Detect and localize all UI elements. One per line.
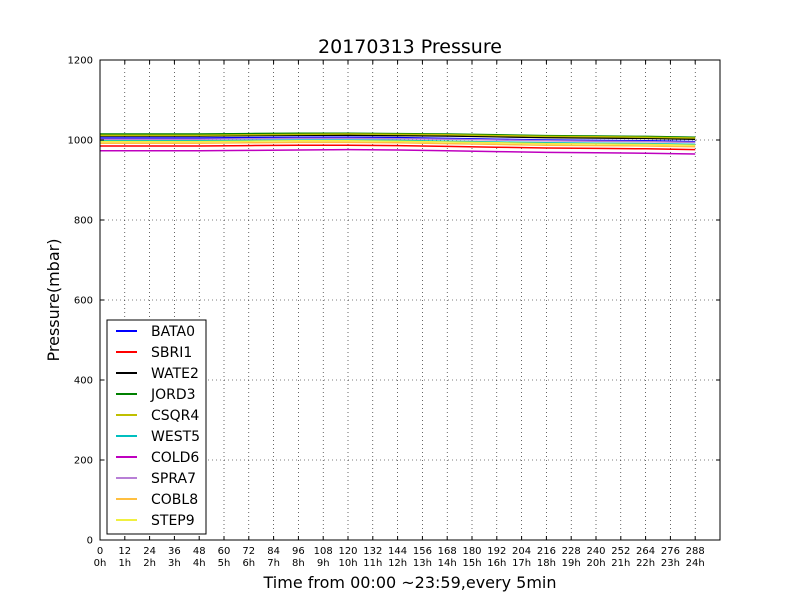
legend-label-cobl8: COBL8 (151, 492, 198, 508)
x-tick-sublabel: 10h (338, 558, 357, 569)
x-tick-label: 240 (586, 546, 605, 557)
x-tick-sublabel: 17h (512, 558, 531, 569)
x-tick-label: 228 (562, 546, 581, 557)
x-tick-label: 288 (686, 546, 705, 557)
x-tick-label: 252 (611, 546, 630, 557)
x-tick-sublabel: 2h (143, 558, 156, 569)
x-tick-label: 36 (168, 546, 181, 557)
y-tick-label: 1200 (68, 56, 93, 67)
x-tick-label: 204 (512, 546, 531, 557)
x-tick-label: 0 (97, 546, 103, 557)
x-tick-sublabel: 9h (317, 558, 330, 569)
y-axis-label: Pressure(mbar) (44, 239, 63, 362)
x-tick-label: 156 (413, 546, 432, 557)
x-tick-label: 72 (242, 546, 255, 557)
x-tick-label: 60 (218, 546, 231, 557)
y-tick-label: 800 (74, 216, 93, 227)
x-tick-sublabel: 16h (487, 558, 506, 569)
legend-label-sbri1: SBRI1 (151, 345, 192, 361)
x-tick-sublabel: 15h (462, 558, 481, 569)
x-tick-sublabel: 23h (661, 558, 680, 569)
series-line-spra7 (100, 137, 696, 144)
legend-label-spra7: SPRA7 (151, 471, 196, 487)
legend-label-cold6: COLD6 (151, 450, 199, 466)
x-tick-sublabel: 20h (586, 558, 605, 569)
series-line-cobl8 (100, 141, 696, 148)
x-tick-sublabel: 3h (168, 558, 181, 569)
y-tick-label: 1000 (68, 136, 93, 147)
x-tick-sublabel: 11h (363, 558, 382, 569)
x-tick-label: 216 (537, 546, 556, 557)
x-tick-label: 24 (143, 546, 156, 557)
x-tick-sublabel: 14h (438, 558, 457, 569)
x-tick-sublabel: 0h (94, 558, 107, 569)
series-line-step9 (100, 140, 696, 146)
x-tick-label: 276 (661, 546, 680, 557)
x-axis-label: Time from 00:00 ~23:59,every 5min (263, 573, 557, 592)
legend-label-step9: STEP9 (151, 513, 195, 529)
x-tick-sublabel: 13h (413, 558, 432, 569)
series-line-sbri1 (100, 144, 696, 151)
x-tick-label: 144 (388, 546, 407, 557)
y-tick-label: 400 (74, 376, 93, 387)
series-line-wate2 (100, 134, 696, 140)
x-tick-sublabel: 21h (611, 558, 630, 569)
legend-label-jord3: JORD3 (150, 387, 196, 403)
x-tick-label: 96 (292, 546, 305, 557)
x-tick-sublabel: 12h (388, 558, 407, 569)
x-tick-sublabel: 24h (686, 558, 705, 569)
series-line-cold6 (100, 148, 696, 155)
legend-label-csqr4: CSQR4 (151, 408, 199, 424)
x-tick-label: 132 (363, 546, 382, 557)
chart-title: 20170313 Pressure (318, 36, 502, 58)
x-tick-sublabel: 19h (562, 558, 581, 569)
y-tick-label: 0 (87, 536, 93, 547)
x-tick-label: 48 (193, 546, 206, 557)
x-tick-sublabel: 22h (636, 558, 655, 569)
x-tick-label: 12 (118, 546, 131, 557)
x-tick-sublabel: 1h (118, 558, 131, 569)
x-tick-sublabel: 4h (193, 558, 206, 569)
series-line-west5 (100, 139, 696, 146)
x-tick-sublabel: 8h (292, 558, 305, 569)
x-tick-label: 120 (338, 546, 357, 557)
y-tick-label: 600 (74, 296, 93, 307)
series-line-jord3 (100, 132, 696, 138)
x-tick-label: 180 (462, 546, 481, 557)
legend-label-west5: WEST5 (151, 429, 200, 445)
x-tick-sublabel: 7h (267, 558, 280, 569)
y-tick-label: 200 (74, 456, 93, 467)
series-line-bata0 (100, 136, 696, 143)
legend: BATA0 SBRI1 WATE2 JORD3 CSQR4 WEST5 COLD6 SPRA7… (106, 319, 207, 535)
series-line-csqr4 (100, 133, 696, 139)
legend-label-wate2: WATE2 (151, 366, 199, 382)
x-tick-sublabel: 18h (537, 558, 556, 569)
x-tick-label: 84 (267, 546, 280, 557)
legend-label-bata0: BATA0 (151, 324, 195, 340)
series-lines (100, 132, 696, 155)
x-tick-label: 264 (636, 546, 655, 557)
x-tick-label: 168 (438, 546, 457, 557)
x-tick-label: 108 (314, 546, 333, 557)
x-tick-sublabel: 6h (242, 558, 255, 569)
x-tick-sublabel: 5h (218, 558, 231, 569)
x-tick-label: 192 (487, 546, 506, 557)
